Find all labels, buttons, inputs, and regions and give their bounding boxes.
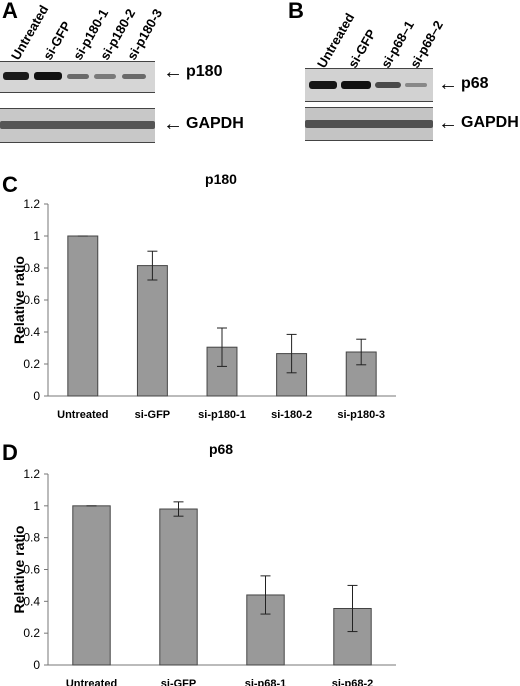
p68-band	[309, 81, 337, 89]
panel-letter-b: B	[288, 0, 304, 23]
y-tick-label: 1	[33, 229, 40, 243]
arrow-left-icon: ←	[163, 61, 183, 83]
p68-band	[405, 83, 427, 87]
y-tick-label: 0.4	[23, 594, 40, 608]
panel-letter-a: A	[2, 0, 18, 23]
p180-label: ← p180	[163, 61, 223, 83]
p180-band	[94, 74, 116, 79]
y-tick-label: 0.8	[23, 531, 40, 545]
panel-letter-d: D	[2, 440, 18, 465]
lane-label: si-GFP	[345, 26, 379, 71]
p180-band	[67, 74, 89, 79]
gapdh-label-a: ← GAPDH	[163, 113, 244, 135]
y-tick-label: 0	[33, 658, 40, 672]
gapdh-label-b: ← GAPDH	[438, 112, 519, 134]
y-tick-label: 0.8	[23, 261, 40, 275]
chart-title: p180	[205, 171, 237, 187]
p68-blot	[305, 68, 433, 102]
p68-label: ← p68	[438, 73, 489, 95]
chart-p180: p180 Relative ratio 0 0.2 0.4 0.6 0.8 1 1.2 Untre…	[11, 171, 396, 421]
y-tick-label: 0	[33, 389, 40, 403]
p180-band	[122, 74, 146, 79]
gapdh-blot-a	[0, 108, 155, 143]
panel-letter-c: C	[2, 172, 18, 197]
x-tick-label: si-p180-3	[337, 409, 385, 421]
bar	[136, 265, 168, 397]
p68-band	[341, 81, 371, 89]
bar	[159, 508, 198, 666]
chart-p68: p68 Relative ratio 0 0.2 0.4 0.6 0.8 1 1.2 Untrea…	[11, 441, 396, 686]
p180-band	[3, 72, 29, 80]
bar	[67, 235, 99, 397]
gapdh-band	[305, 120, 433, 128]
y-tick-label: 1.2	[23, 197, 40, 211]
arrow-left-icon: ←	[163, 113, 183, 135]
arrow-left-icon: ←	[438, 73, 458, 95]
x-tick-label: si-p68-1	[245, 678, 287, 686]
bar	[72, 505, 111, 666]
y-tick-label: 0.2	[23, 357, 40, 371]
y-axis-label: Relative ratio	[11, 256, 27, 344]
y-tick-label: 0.6	[23, 293, 40, 307]
p180-blot	[0, 61, 155, 93]
y-tick-label: 0.6	[23, 563, 40, 577]
lane-label: si-GFP	[40, 18, 74, 63]
gapdh-band	[0, 121, 155, 129]
arrow-left-icon: ←	[438, 112, 458, 134]
x-tick-label: Untreated	[66, 678, 117, 686]
gapdh-blot-b	[305, 107, 433, 141]
x-tick-label: Untreated	[57, 409, 108, 421]
p68-band	[375, 82, 401, 88]
chart-title: p68	[209, 441, 233, 457]
y-axis-label: Relative ratio	[11, 526, 27, 614]
x-tick-label: si-GFP	[135, 409, 170, 421]
x-tick-label: si-180-2	[271, 409, 312, 421]
y-tick-label: 0.2	[23, 626, 40, 640]
x-tick-label: si-GFP	[161, 678, 196, 686]
y-tick-label: 0.4	[23, 325, 40, 339]
x-tick-label: si-p180-1	[198, 409, 246, 421]
x-tick-label: si-p68-2	[332, 678, 374, 686]
p180-band	[34, 72, 62, 80]
y-tick-label: 1	[33, 499, 40, 513]
y-tick-label: 1.2	[23, 467, 40, 481]
